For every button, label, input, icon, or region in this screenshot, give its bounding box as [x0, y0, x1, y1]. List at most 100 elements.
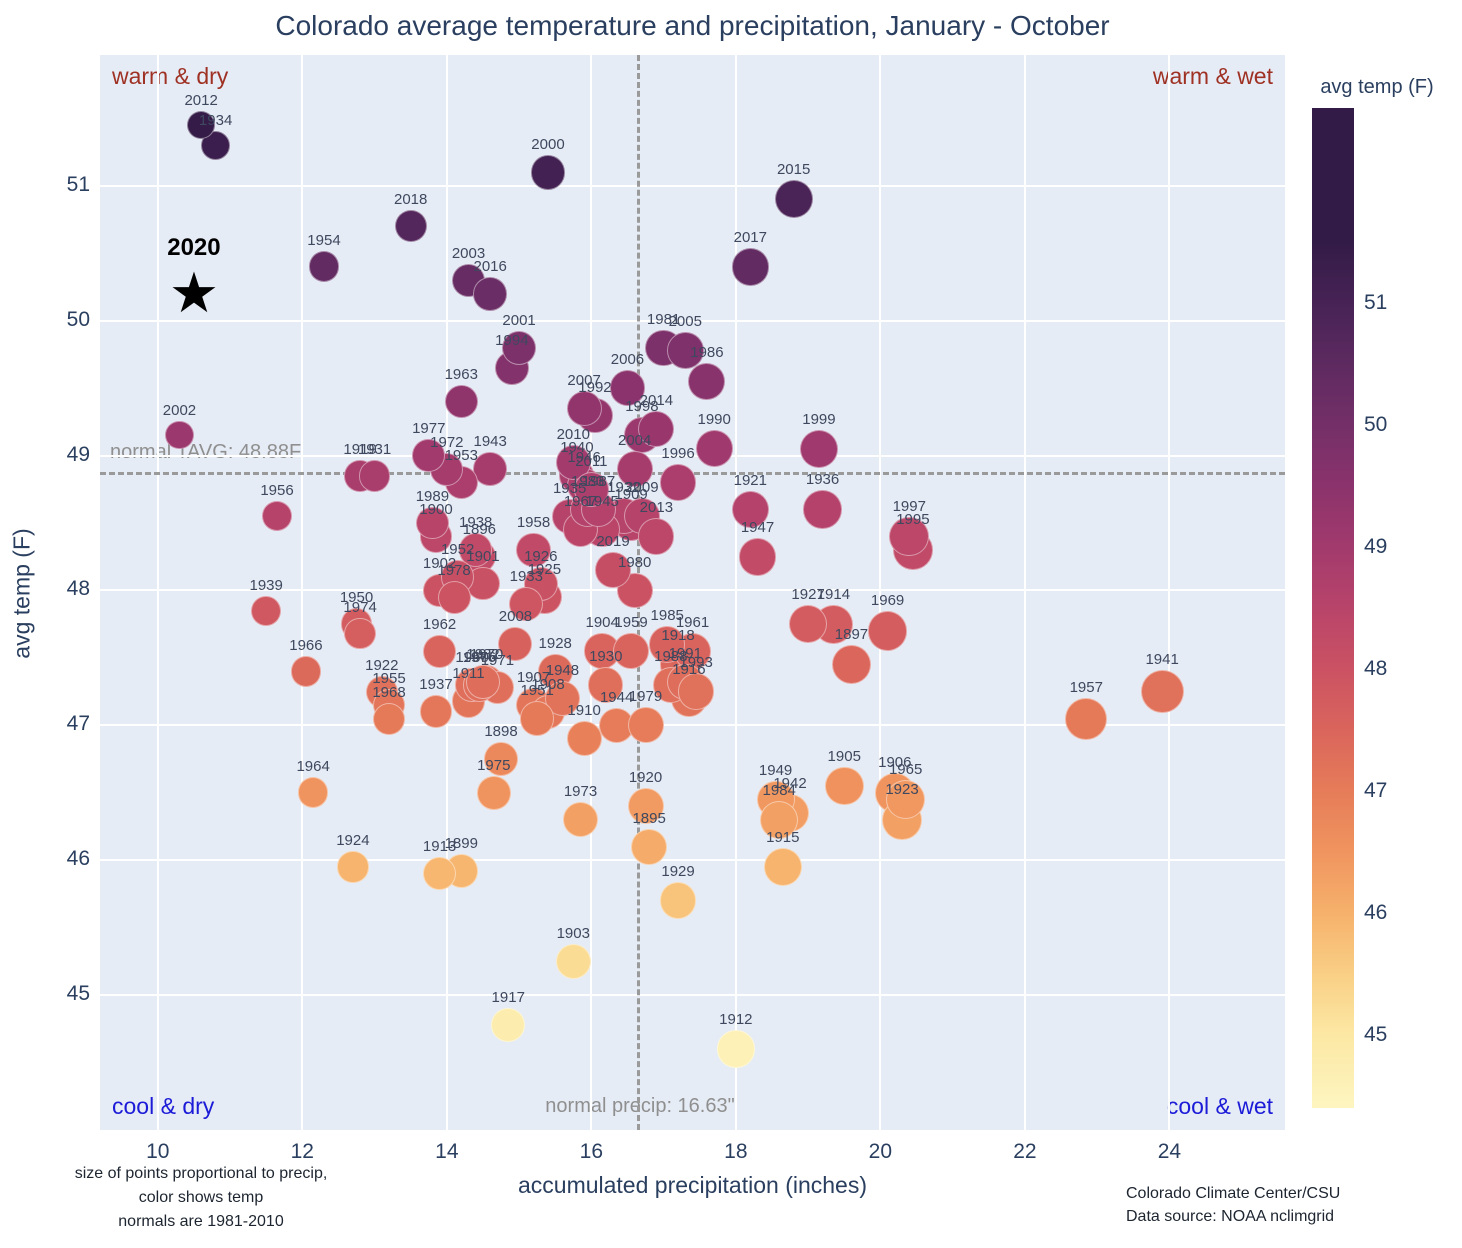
point-1985[interactable] — [649, 626, 686, 663]
point-2017[interactable] — [731, 247, 770, 286]
footnote-line-1: size of points proportional to precip, — [74, 1165, 328, 1182]
point-1936[interactable] — [803, 490, 842, 529]
x-tick-label: 10 — [146, 1140, 170, 1163]
point-1979[interactable] — [627, 707, 664, 744]
point-1977[interactable] — [412, 439, 446, 472]
point-1969[interactable] — [867, 611, 908, 651]
point-1962[interactable] — [423, 634, 456, 668]
point-1990[interactable] — [695, 430, 733, 468]
point-1959[interactable] — [613, 633, 649, 670]
point-2007[interactable] — [566, 390, 602, 426]
point-2016[interactable] — [473, 276, 507, 311]
credit: Colorado Climate Center/CSU Data source:… — [1126, 1182, 1446, 1228]
point-1924[interactable] — [337, 851, 369, 883]
point-1973[interactable] — [562, 802, 599, 838]
point-2012[interactable] — [186, 110, 216, 140]
point-1929[interactable] — [659, 882, 697, 919]
point-label-1999: 1999 — [802, 410, 836, 428]
point-1931[interactable] — [358, 459, 391, 492]
point-label-1941: 1941 — [1145, 651, 1179, 669]
point-1965[interactable] — [885, 779, 926, 820]
point-1978[interactable] — [437, 580, 471, 614]
point-1968[interactable] — [373, 702, 405, 735]
point-1895[interactable] — [631, 828, 668, 865]
x-gridline — [590, 55, 593, 1130]
point-1984[interactable] — [760, 800, 799, 839]
point-2014[interactable] — [638, 410, 675, 447]
point-1910[interactable] — [566, 721, 602, 757]
point-label-1958: 1958 — [516, 513, 551, 531]
point-1986[interactable] — [688, 362, 726, 400]
point-2002[interactable] — [165, 421, 194, 450]
point-1954[interactable] — [308, 251, 340, 283]
point-2013[interactable] — [638, 518, 675, 555]
point-label-1920: 1920 — [628, 769, 663, 787]
point-1915[interactable] — [763, 847, 802, 886]
point-label-1959: 1959 — [614, 614, 648, 632]
point-1921[interactable] — [731, 490, 770, 529]
plot-area: warm & dry warm & wet cool & dry cool & … — [100, 55, 1285, 1130]
point-1964[interactable] — [297, 777, 329, 809]
point-1913[interactable] — [423, 857, 456, 891]
point-2000[interactable] — [530, 155, 566, 190]
point-1933[interactable] — [509, 586, 544, 622]
annotation-normal-precip: normal precip: 16.63" — [545, 1095, 735, 1117]
point-1943[interactable] — [473, 452, 507, 486]
point-label-1977: 1977 — [412, 420, 446, 438]
point-1952[interactable] — [441, 560, 475, 594]
point-1975[interactable] — [476, 775, 511, 810]
point-1897[interactable] — [831, 645, 871, 685]
point-1920[interactable] — [627, 788, 664, 825]
footnote-line-3: normals are 1981-2010 — [118, 1213, 284, 1230]
point-2015[interactable] — [774, 180, 813, 219]
point-2001[interactable] — [502, 330, 537, 365]
point-label-2012: 2012 — [184, 91, 218, 109]
point-2005[interactable] — [666, 332, 704, 369]
point-label-1989: 1989 — [415, 487, 450, 505]
y-gridline — [100, 859, 1285, 862]
annotation-warm-dry: warm & dry — [112, 63, 229, 89]
point-1937[interactable] — [419, 695, 453, 729]
point-1963[interactable] — [444, 385, 478, 419]
point-1941[interactable] — [1140, 670, 1184, 714]
point-1996[interactable] — [659, 464, 697, 501]
point-1982[interactable] — [466, 665, 500, 699]
point-1958[interactable] — [516, 532, 551, 568]
point-1989[interactable] — [416, 506, 449, 540]
x-tick-label: 18 — [724, 1140, 748, 1163]
point-2011[interactable] — [573, 471, 609, 507]
x-gridline — [156, 55, 159, 1130]
point-label-1957: 1957 — [1069, 678, 1103, 696]
point-1993[interactable] — [677, 673, 715, 710]
point-1974[interactable] — [344, 617, 376, 650]
y-tick-label: 45 — [66, 982, 90, 1006]
point-1951[interactable] — [519, 701, 555, 736]
point-1905[interactable] — [824, 766, 864, 806]
x-tick-label: 22 — [1013, 1140, 1037, 1163]
y-tick-label: 46 — [66, 847, 90, 871]
point-1903[interactable] — [555, 943, 591, 979]
star-2020[interactable]: ★ — [168, 261, 220, 325]
point-1947[interactable] — [738, 537, 777, 576]
point-1917[interactable] — [491, 1007, 526, 1042]
point-1999[interactable] — [799, 429, 839, 469]
point-1997[interactable] — [889, 516, 930, 557]
point-1927[interactable] — [788, 605, 828, 644]
point-label-2007: 2007 — [567, 371, 601, 389]
point-1957[interactable] — [1065, 697, 1108, 740]
point-1898[interactable] — [484, 742, 518, 776]
y-tick-label: 48 — [66, 577, 90, 601]
point-2019[interactable] — [595, 552, 631, 588]
point-1956[interactable] — [262, 501, 293, 532]
point-1939[interactable] — [251, 595, 282, 626]
point-1966[interactable] — [290, 656, 322, 687]
point-2004[interactable] — [616, 451, 653, 487]
point-1930[interactable] — [588, 667, 624, 703]
point-label-1954: 1954 — [307, 232, 341, 250]
point-2018[interactable] — [394, 210, 427, 243]
point-2006[interactable] — [609, 370, 646, 407]
point-1912[interactable] — [717, 1030, 755, 1068]
point-2008[interactable] — [498, 627, 533, 662]
annotation-normal-tavg: normal TAVG: 48.88F — [110, 441, 302, 463]
